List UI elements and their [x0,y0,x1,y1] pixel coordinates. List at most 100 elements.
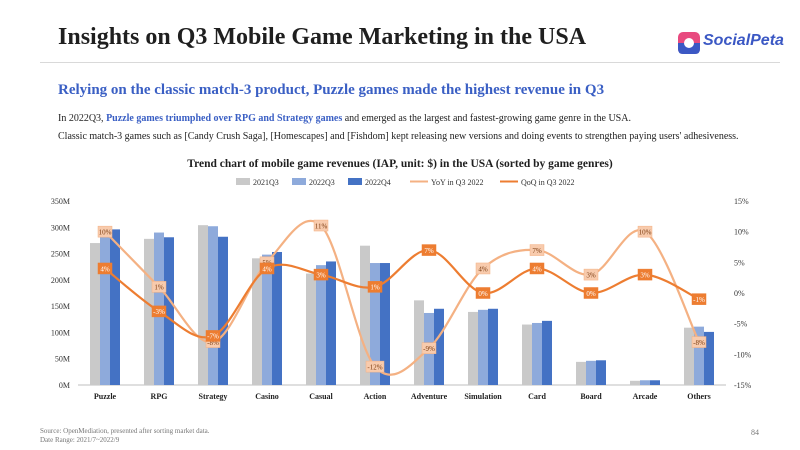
qoq-data-label: 1% [370,284,380,292]
yoy-label-box [691,336,707,348]
legend-label: YoY in Q3 2022 [431,178,483,187]
bar-2021q3 [414,300,424,385]
right-axis-tick-label: -15% [734,381,752,390]
yoy-label-box [475,262,491,275]
category-label: Card [528,392,546,401]
qoq-data-label: 3% [316,271,326,279]
legend-swatch [236,178,250,185]
category-label: Simulation [464,392,502,401]
bar-2021q3 [144,238,154,385]
bar-2022q4 [272,251,282,385]
bar-2021q3 [360,245,370,385]
qoq-label-box [691,293,707,305]
qoq-data-label: 4% [262,265,272,273]
yoy-data-label: -8% [693,339,705,347]
left-axis-tick-label: 350M [51,197,70,206]
yoy-data-label: -12% [367,363,382,371]
bar-2022q3 [208,226,218,385]
legend-label: QoQ in Q3 2022 [521,178,575,187]
bar-2022q4 [326,261,336,385]
qoq-label-box [529,262,545,275]
summary-text-end: and emerged as the largest and fastest-g… [342,113,631,124]
headline: Relying on the classic match-3 product, … [58,82,605,98]
title-divider [40,62,780,63]
yoy-data-label: -8% [207,339,219,347]
left-axis-tick-label: 0M [59,381,70,390]
bar-2021q3 [468,311,478,385]
qoq-label-box [367,281,383,293]
yoy-data-label: 7% [532,247,542,255]
category-label: Strategy [199,392,228,401]
yoy-label-box [313,219,329,232]
bar-2022q4 [650,380,660,385]
yoy-data-label: 10% [99,228,112,236]
page-number: 84 [751,428,759,437]
bar-2022q3 [640,380,650,385]
bar-2022q4 [380,263,390,385]
bar-2021q3 [522,324,532,385]
bar-2022q4 [596,360,606,385]
yoy-data-label: 11% [315,222,328,230]
category-label: Casino [255,392,279,401]
right-axis-tick-label: -5% [734,320,748,329]
summary-highlight: Puzzle games triumphed over RPG and Stra… [106,113,343,124]
revenue-chart: 0M 50M 100M 150M 200M 250M 300M 350M -15% -10% -5%… [51,178,752,401]
summary-text-start: In 2022Q3, [58,113,107,124]
qoq-data-label: -3% [153,308,165,316]
bar-2022q3 [532,322,542,385]
right-axis-tick-label: 0% [734,289,745,298]
yoy-data-label: -9% [423,345,435,353]
qoq-label-box [475,287,491,299]
bar-2021q3 [306,273,316,385]
category-label: Arcade [633,392,658,401]
yoy-data-label: 1% [154,284,164,292]
bar-2022q4 [542,320,552,385]
qoq-data-label: -1% [693,296,705,304]
detail-paragraph: Classic match-3 games such as [Candy Cru… [58,131,739,142]
bar-2021q3 [630,380,640,385]
bar-2022q4 [110,229,120,385]
yoy-label-box [97,225,113,238]
yoy-line [104,219,700,376]
right-axis-tick-label: 10% [734,228,749,237]
bar-2022q3 [370,263,380,385]
legend-swatch [292,178,306,185]
bar-2021q3 [252,258,262,385]
yoy-label-box [151,281,167,293]
source-note: Source: OpenMediation, presented after s… [40,427,210,435]
category-label: Casual [309,392,333,401]
logo-text: SocialPeta [703,32,784,49]
bar-2022q4 [434,308,444,385]
bar-2022q3 [694,326,704,385]
yoy-label-box [529,244,545,256]
date-range-note: Date Range: 2021/7~2022/9 [40,436,120,444]
bar-2022q3 [586,360,596,385]
left-axis-tick-label: 200M [51,276,70,285]
bar-2022q4 [704,331,714,385]
qoq-label-box [205,330,221,342]
yoy-data-label: 4% [478,265,488,273]
qoq-label-box [421,244,437,256]
yoy-label-box [365,360,385,373]
yoy-data-label: 10% [639,228,652,236]
qoq-label-box [97,262,113,275]
qoq-data-label: 7% [424,247,434,255]
yoy-label-box [421,342,437,354]
category-label: Adventure [411,392,448,401]
left-axis-tick-label: 250M [51,250,70,259]
category-label: Others [687,392,711,401]
left-axis-tick-label: 150M [51,302,70,311]
qoq-label-box [583,287,599,299]
category-label: RPG [151,392,168,401]
legend-swatch [348,178,362,185]
qoq-data-label: 0% [478,290,488,298]
qoq-label-box [151,305,167,318]
qoq-data-label: -7% [207,333,219,341]
category-label: Board [580,392,602,401]
qoq-data-label: 3% [640,271,650,279]
legend-label: 2021Q3 [253,178,279,187]
bar-2021q3 [576,361,586,385]
qoq-data-label: 0% [586,290,596,298]
qoq-label-box [637,268,653,281]
yoy-label-box [637,225,653,238]
